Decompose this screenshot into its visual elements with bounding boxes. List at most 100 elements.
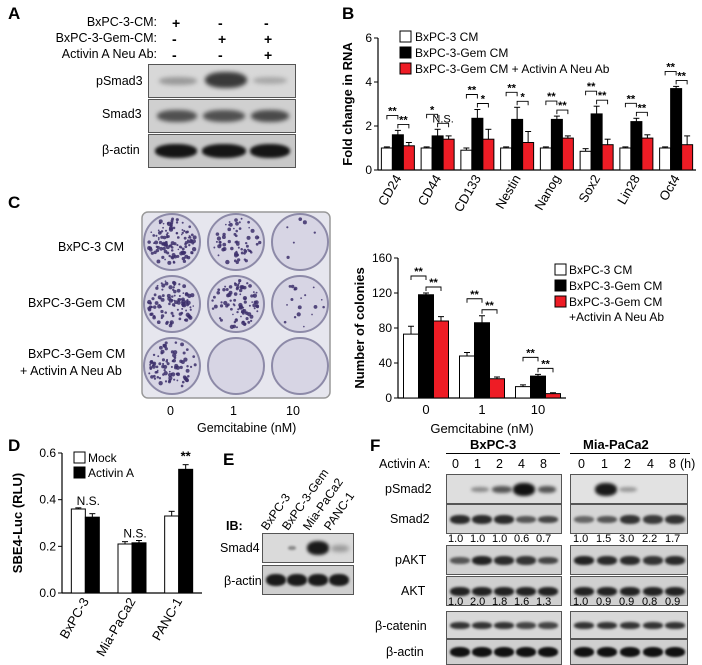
colony-dot [250, 228, 255, 233]
significance-label: N.S. [77, 494, 100, 508]
colony-dot [176, 244, 179, 247]
colony-dot [176, 308, 179, 311]
y-tick-label: 0 [365, 163, 372, 177]
colony-dot [221, 247, 226, 252]
colony-dot [244, 311, 249, 315]
colony-dot [226, 303, 230, 307]
colony-dot [286, 304, 288, 306]
significance-bracket [426, 113, 439, 119]
colony-dot [242, 285, 247, 290]
colony-dot [216, 291, 221, 295]
blot-psmad3 [148, 64, 296, 98]
bar [420, 147, 433, 171]
colony-dot [240, 251, 244, 255]
colony-dot [162, 222, 165, 225]
condition-label-1: BxPC-3-CM: [86, 15, 157, 29]
significance-bracket [410, 275, 427, 280]
blot-beta-catenin-bxpc3 [446, 611, 562, 639]
colony-dot [173, 378, 176, 381]
condition-sign: + [264, 31, 273, 47]
colony-dot [181, 307, 184, 310]
panel-e-letter: E [223, 450, 235, 469]
plate-well [271, 275, 329, 333]
significance-label: ** [181, 449, 192, 464]
condition-label-3: Activin A Neu Ab: [61, 47, 157, 61]
significance-label: ** [526, 347, 535, 359]
legend-label: BxPC-3 CM [415, 30, 478, 44]
colony-dot [155, 286, 159, 290]
colony-dot [170, 246, 174, 249]
significance-label: * [430, 104, 435, 116]
colony-dot [170, 372, 173, 375]
y-tick-label: 160 [372, 251, 392, 265]
bar [550, 118, 563, 171]
bar [500, 147, 513, 171]
significance-label: ** [638, 102, 647, 114]
colony-dot [219, 318, 223, 322]
akt-ratio-bxpc3: 1.3 [536, 596, 552, 608]
condition-sign: - [218, 47, 223, 63]
colony-dot [168, 285, 173, 290]
colony-dot [181, 256, 186, 261]
akt-ratio-miapaca2: 0.9 [665, 596, 681, 608]
colony-dot [168, 298, 173, 303]
x-tick-label: 1 [478, 402, 485, 417]
plate-col-label-10: 10 [286, 404, 300, 418]
colony-dot [168, 323, 173, 328]
akt-ratio-miapaca2: 0.8 [642, 596, 658, 608]
x-tick-label: Nanog [531, 172, 563, 213]
colony-dot [219, 243, 222, 247]
significance-bracket [545, 100, 558, 106]
bar [117, 543, 133, 594]
colony-dot [240, 217, 243, 220]
colony-dot [173, 304, 176, 307]
significance-bracket [437, 122, 450, 128]
colony-dot [257, 236, 260, 239]
colony-dot [150, 251, 154, 255]
bar [489, 378, 505, 399]
colony-dot [243, 252, 246, 255]
colony-dot [189, 308, 192, 311]
colony-dot [217, 288, 221, 292]
significance-bracket [675, 79, 688, 85]
colony-dot [183, 236, 187, 240]
colony-dot [182, 292, 185, 295]
timepoint-unit: (h) [680, 457, 696, 471]
panel-d-letter: D [8, 436, 21, 455]
colony-dot [177, 298, 181, 302]
colony-dot [156, 284, 159, 287]
colony-dot [159, 305, 162, 309]
colony-dot [177, 248, 180, 251]
legend-swatch [73, 466, 86, 479]
colony-dot [168, 302, 171, 306]
row-label-bxpc3-gem-cm: BxPC-3-Gem CM [28, 296, 126, 310]
colony-dot [300, 297, 302, 299]
significance-label: ** [414, 266, 423, 278]
colony-dot [164, 311, 168, 314]
colony-dot [170, 365, 173, 368]
colony-dot [183, 229, 186, 233]
colony-dot [156, 369, 159, 372]
colony-dot [175, 231, 179, 235]
smad2-ratio-miapaca2: 3.0 [619, 533, 635, 545]
colony-dot [160, 351, 164, 355]
colony-dot [215, 232, 220, 236]
colony-dot [256, 310, 259, 313]
colony-dot [153, 293, 157, 297]
akt-ratio-miapaca2: 1.0 [573, 596, 589, 608]
colony-dot [161, 358, 166, 362]
colony-dot [235, 242, 240, 246]
colony-dot [164, 229, 168, 232]
panel-c-letter: C [8, 193, 21, 212]
blot-label-smad2: Smad2 [390, 512, 430, 526]
significance-label: ** [666, 61, 675, 73]
colony-dot [296, 312, 301, 317]
colony-dot [175, 365, 181, 370]
cell-line-miapaca2: Mia-PaCa2 [583, 437, 649, 452]
colony-dot [313, 305, 318, 309]
plate-well [271, 337, 329, 395]
colony-dot [171, 217, 174, 221]
colony-dot [162, 362, 165, 366]
colony-dot [168, 370, 171, 373]
